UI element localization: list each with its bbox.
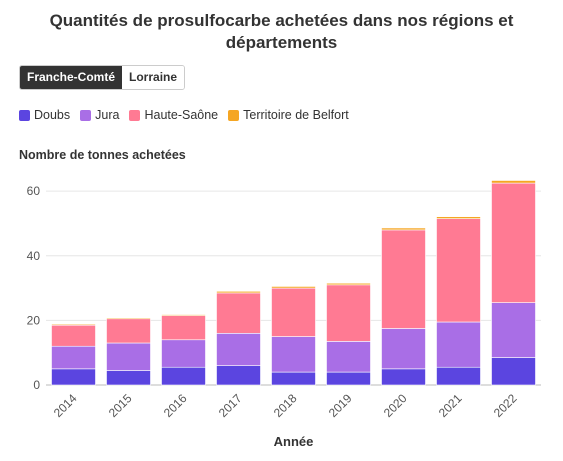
legend-swatch-doubs — [19, 109, 30, 121]
legend-label-jura: Jura — [95, 108, 120, 122]
x-axis-label: Année — [274, 434, 314, 449]
bar-territoire-de-belfort-2021[interactable] — [436, 216, 481, 219]
bar-territoire-de-belfort-2015[interactable] — [106, 317, 151, 320]
x-tick-label-2022: 2022 — [491, 391, 520, 420]
bar-haute-sa-ne-2016[interactable] — [161, 315, 206, 341]
bar-jura-2014[interactable] — [51, 345, 96, 370]
bar-haute-sa-ne-2021[interactable] — [436, 218, 481, 323]
bar-territoire-de-belfort-2016[interactable] — [161, 314, 206, 316]
y-axis-label: Nombre de tonnes achetées — [19, 148, 186, 162]
legend: Doubs Jura Haute-Saône Territoire de Bel… — [19, 108, 349, 122]
legend-label-haute-saone: Haute-Saône — [144, 108, 219, 122]
y-tick-label-20: 20 — [27, 313, 41, 327]
x-tick-label-2016: 2016 — [161, 391, 190, 420]
bar-doubs-2021[interactable] — [436, 366, 481, 386]
x-tick-label-2020: 2020 — [381, 391, 410, 420]
bar-jura-2022[interactable] — [491, 302, 536, 358]
legend-swatch-jura — [80, 109, 92, 121]
bar-jura-2018[interactable] — [271, 336, 316, 373]
bar-doubs-2022[interactable] — [491, 357, 536, 386]
legend-item-haute-saone[interactable]: Haute-Saône — [129, 108, 218, 122]
tab-lorraine[interactable]: Lorraine — [122, 66, 185, 89]
x-tick-label-2015: 2015 — [106, 391, 135, 420]
y-tick-label-40: 40 — [27, 249, 41, 263]
bar-haute-sa-ne-2022[interactable] — [491, 182, 536, 303]
bar-doubs-2015[interactable] — [106, 370, 151, 386]
region-tabs: Franche-Comté Lorraine — [19, 65, 186, 90]
bar-haute-sa-ne-2020[interactable] — [381, 229, 426, 329]
bar-doubs-2018[interactable] — [271, 371, 316, 386]
bar-doubs-2014[interactable] — [51, 368, 96, 386]
bar-doubs-2016[interactable] — [161, 366, 206, 386]
bar-jura-2016[interactable] — [161, 339, 206, 368]
bar-haute-sa-ne-2019[interactable] — [326, 284, 371, 342]
x-tick-label-2019: 2019 — [326, 391, 355, 420]
bar-territoire-de-belfort-2019[interactable] — [326, 282, 371, 286]
bar-jura-2019[interactable] — [326, 341, 371, 373]
bar-jura-2017[interactable] — [216, 333, 261, 366]
bar-jura-2021[interactable] — [436, 321, 481, 368]
x-tick-label-2021: 2021 — [436, 391, 465, 420]
x-tick-label-2014: 2014 — [51, 391, 80, 420]
bar-haute-sa-ne-2014[interactable] — [51, 324, 96, 347]
legend-item-doubs[interactable]: Doubs — [19, 108, 70, 122]
bar-territoire-de-belfort-2018[interactable] — [271, 286, 316, 289]
x-tick-label-2017: 2017 — [216, 391, 245, 420]
bar-haute-sa-ne-2018[interactable] — [271, 287, 316, 337]
bar-haute-sa-ne-2017[interactable] — [216, 292, 261, 334]
bar-doubs-2017[interactable] — [216, 365, 261, 386]
legend-item-territoire-de-belfort[interactable]: Territoire de Belfort — [228, 108, 349, 122]
bar-doubs-2019[interactable] — [326, 371, 371, 386]
legend-swatch-territoire-de-belfort — [228, 109, 240, 121]
bar-territoire-de-belfort-2014[interactable] — [51, 323, 96, 326]
chart-title-text: Quantités de prosulfocarbe achetées dans… — [49, 11, 514, 52]
bar-territoire-de-belfort-2022[interactable] — [491, 180, 536, 184]
legend-item-jura[interactable]: Jura — [80, 108, 119, 122]
x-tick-label-2018: 2018 — [271, 391, 300, 420]
bar-jura-2020[interactable] — [381, 328, 426, 370]
legend-swatch-haute-saone — [129, 109, 141, 121]
bar-haute-sa-ne-2015[interactable] — [106, 318, 151, 344]
bar-jura-2015[interactable] — [106, 342, 151, 371]
tab-franche-comte[interactable]: Franche-Comté — [20, 66, 123, 89]
legend-label-territoire-de-belfort: Territoire de Belfort — [243, 108, 349, 122]
bar-doubs-2020[interactable] — [381, 368, 426, 386]
legend-label-doubs: Doubs — [34, 108, 71, 122]
chart-title: Quantités de prosulfocarbe achetées dans… — [0, 10, 563, 54]
y-tick-label-60: 60 — [27, 184, 41, 198]
bar-territoire-de-belfort-2020[interactable] — [381, 227, 426, 231]
bar-territoire-de-belfort-2017[interactable] — [216, 291, 261, 294]
y-tick-label-0: 0 — [33, 378, 40, 392]
